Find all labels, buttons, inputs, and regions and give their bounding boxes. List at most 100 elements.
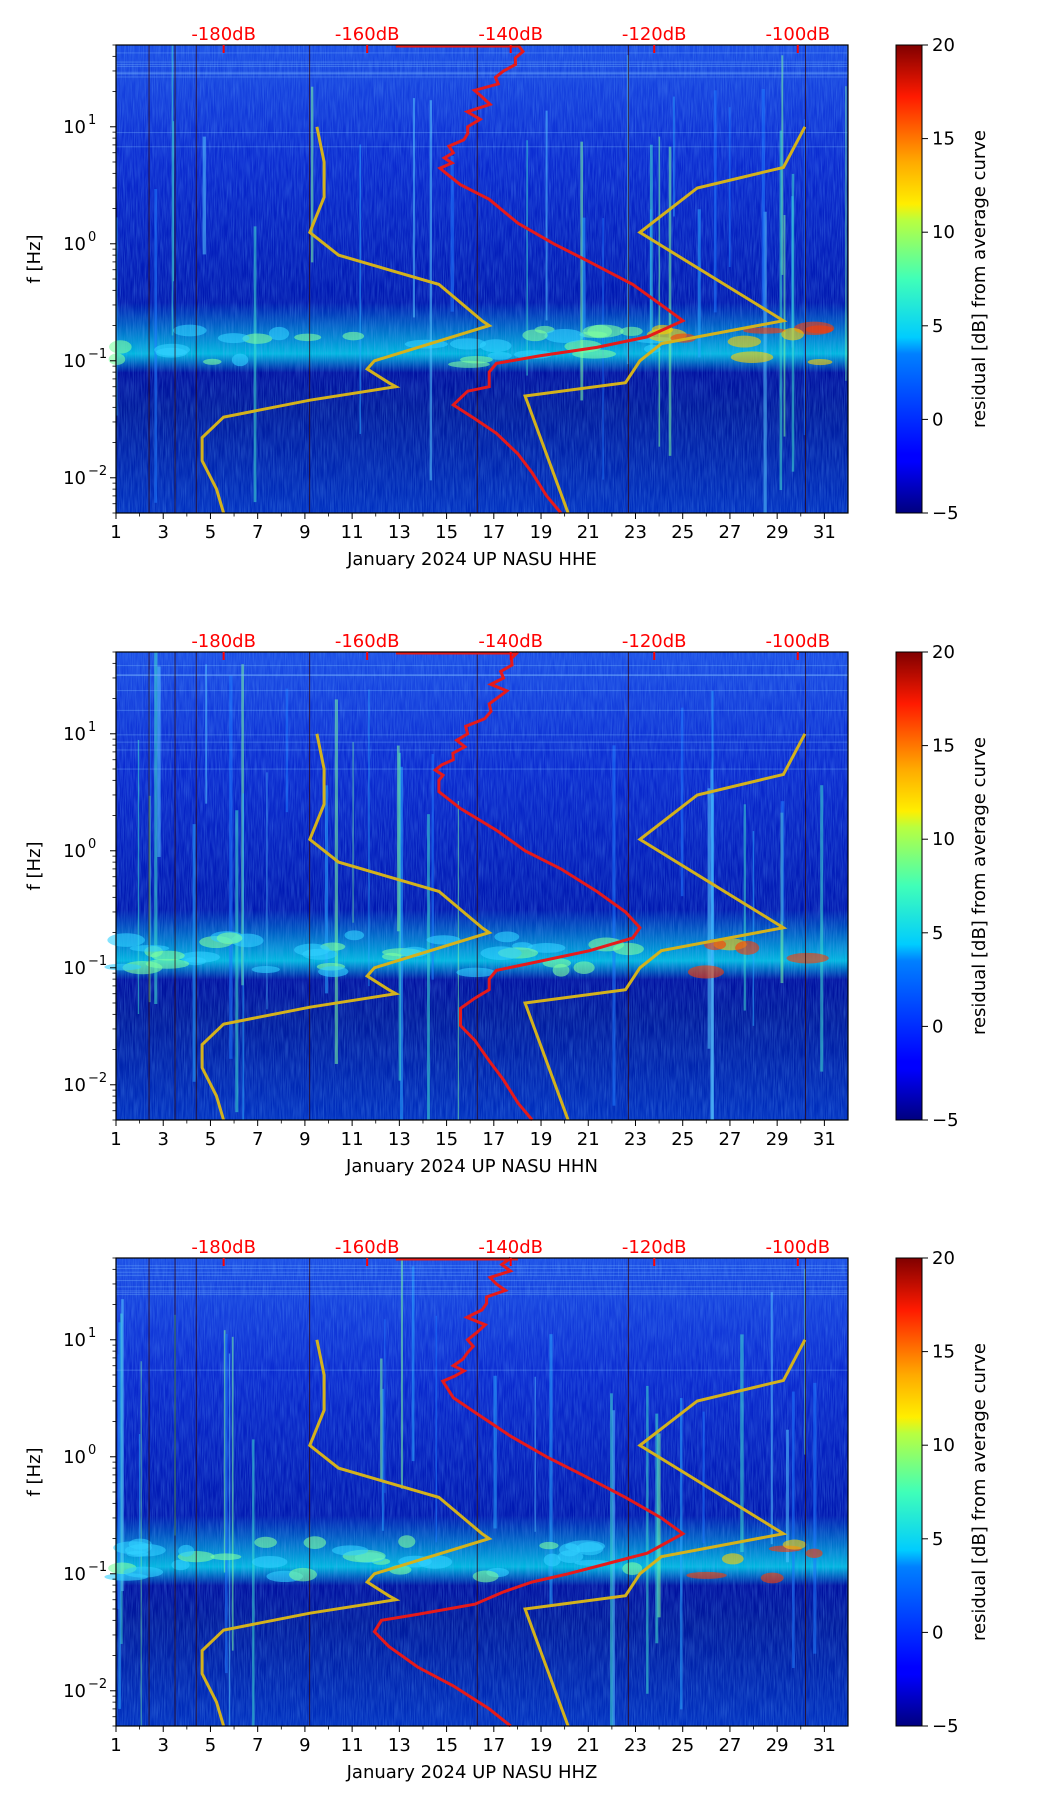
x-tick-label: 3 <box>157 1735 168 1756</box>
colorbar-tick-label: 10 <box>932 1435 955 1456</box>
spectrogram-streak <box>526 140 528 376</box>
x-axis-label: January 2024 UP NASU HHE <box>346 549 597 570</box>
spectrogram-streak <box>673 96 675 217</box>
microseism-blob <box>456 967 496 978</box>
spectrogram-streak <box>580 141 584 401</box>
y-axis-label: f [Hz] <box>24 841 45 890</box>
db-tick-label: -100dB <box>765 631 830 652</box>
microseism-blob <box>543 1553 561 1567</box>
noise-model-low-curve <box>200 733 493 1121</box>
microseism-blob <box>171 1559 190 1571</box>
median-psd-curve <box>437 44 686 514</box>
x-tick-label: 5 <box>205 1129 216 1150</box>
microseism-blob <box>793 321 835 335</box>
y-tick-exponent: −1 <box>88 954 107 969</box>
y-axis-label: f [Hz] <box>24 1447 45 1496</box>
microseism-blob <box>251 1555 288 1568</box>
x-tick-label: 9 <box>299 1129 310 1150</box>
spectrogram-streak <box>649 209 652 343</box>
high-freq-noise-line <box>116 674 848 676</box>
spectrogram-streak <box>680 707 684 897</box>
microseism-blob <box>183 957 207 966</box>
high-freq-noise-line <box>116 734 848 736</box>
spectrogram-streak <box>171 45 174 336</box>
spectrogram-streak <box>804 1269 806 1455</box>
microseism-band <box>108 321 835 368</box>
x-tick-label: 21 <box>577 522 600 543</box>
spectrogram-streak <box>137 739 140 1015</box>
microseism-blob <box>805 1548 823 1558</box>
colorbar-tick-label: 20 <box>932 1248 955 1269</box>
median-psd-curve <box>432 650 642 1121</box>
noise-model-low-curve <box>200 126 493 514</box>
high-freq-noise-line <box>116 1265 848 1267</box>
spectrogram-streak <box>368 689 370 987</box>
spectrogram-streak <box>435 1315 437 1543</box>
y-tick-base: 10 <box>63 1075 86 1096</box>
y-tick-exponent: 1 <box>88 720 96 735</box>
high-freq-noise-line <box>116 52 848 54</box>
high-freq-noise-line <box>116 665 848 667</box>
x-tick-label: 11 <box>341 522 364 543</box>
spectrogram-streak <box>657 1433 661 1618</box>
spectrogram-streak <box>655 1413 659 1644</box>
x-tick-label: 5 <box>205 1735 216 1756</box>
spectrogram-streak <box>352 742 354 923</box>
noise-model-high-curve <box>523 1339 807 1727</box>
y-tick-base: 10 <box>63 1564 86 1585</box>
x-tick-label: 13 <box>388 1129 411 1150</box>
x-tick-label: 13 <box>388 1735 411 1756</box>
spectrogram-streak <box>121 1299 124 1592</box>
colorbar-label: residual [dB] from average curve <box>969 130 990 428</box>
x-tick-label: 29 <box>766 1129 789 1150</box>
microseism-blob <box>109 340 132 354</box>
microseism-blob <box>331 1545 369 1556</box>
spectrogram-streak <box>549 1334 553 1606</box>
x-tick-label: 7 <box>252 1129 263 1150</box>
colorbar-tick-label: −5 <box>932 1716 959 1737</box>
y-tick-label: 10 <box>63 351 86 372</box>
db-tick-label: -180dB <box>191 24 256 45</box>
y-tick-label: 10 <box>63 117 86 138</box>
spectrogram-streak <box>602 218 604 480</box>
microseism-blob <box>781 328 804 341</box>
spectrogram-streak <box>803 119 806 436</box>
spectrogram-streak <box>117 1354 120 1610</box>
microseism-blob <box>620 326 643 337</box>
colorbar-gradient <box>895 1257 923 1727</box>
spectrogram-streak <box>612 745 616 1106</box>
microseism-blob <box>231 353 249 367</box>
spectrogram-streak <box>138 1434 141 1576</box>
y-tick-label: 10 <box>63 1681 86 1702</box>
high-freq-noise-line <box>116 741 848 743</box>
colorbar-tick-label: 5 <box>932 1529 943 1550</box>
microseism-blob <box>426 935 461 945</box>
colorbar-tick-label: −5 <box>932 1110 959 1131</box>
microseism-blob <box>178 1544 195 1557</box>
x-tick-label: 31 <box>813 522 836 543</box>
high-freq-noise-line <box>116 61 848 63</box>
x-tick-label: 29 <box>766 1735 789 1756</box>
x-tick-label: 17 <box>482 1129 505 1150</box>
spectrogram-streak <box>400 766 403 1120</box>
y-tick-exponent: −2 <box>88 1677 107 1692</box>
microseism-blob <box>782 1539 807 1550</box>
microseism-blob <box>203 358 222 365</box>
microseism-blob <box>730 351 774 363</box>
spectrogram-streak <box>228 1353 231 1726</box>
spectrogram-streak <box>697 209 701 358</box>
x-tick-label: 31 <box>813 1129 836 1150</box>
colorbar-label: residual [dB] from average curve <box>969 1343 990 1641</box>
spectrogram-streak <box>285 688 289 813</box>
x-tick-label: 9 <box>299 1735 310 1756</box>
x-tick-label: 29 <box>766 522 789 543</box>
x-tick-label: 15 <box>435 522 458 543</box>
microseism-blob <box>107 933 145 947</box>
microseism-blob <box>154 343 191 356</box>
y-tick-label: 10 <box>63 1564 86 1585</box>
microseism-blob <box>242 333 273 344</box>
db-tick-label: -180dB <box>191 1237 256 1258</box>
spectrogram-streak <box>781 55 784 275</box>
